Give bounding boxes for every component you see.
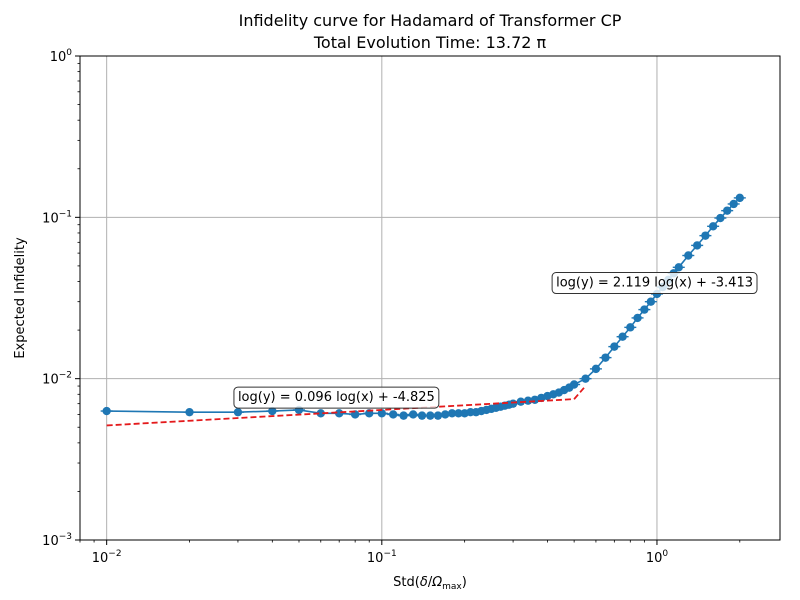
x-axis-label-delta: δ [420,575,428,590]
grid-lines [80,55,780,541]
chart-subtitle: Total Evolution Time: 13.72 π [313,33,547,52]
y-tick-base: 10 [42,373,59,388]
y-tick-exp: −3 [59,532,72,542]
x-axis-label-close: ) [462,575,467,590]
y-tick-label: 10−2 [42,371,72,388]
annotation-box [233,386,440,409]
x-axis-label-omega: Ω [431,575,442,590]
x-tick-label: 10−1 [367,549,397,566]
fit-annotation: log(y) = 2.119 log(x) + -3.413 [551,272,758,295]
fit-annotation: log(y) = 0.096 log(x) + -4.825 [233,386,440,409]
y-tick-label: 10−1 [42,209,72,226]
x-tick-exp: −1 [383,549,396,559]
annotation-layer: log(y) = 0.096 log(x) + -4.825 log(y) = 2… [233,272,758,409]
x-tick-base: 10 [92,551,109,566]
annotation-text: log(y) = 0.096 log(x) + -4.825 [238,390,435,405]
y-tick-exp: 0 [66,48,72,58]
annotation-box [551,272,758,295]
y-tick-exp: −2 [59,371,72,381]
x-tick-base: 10 [646,551,663,566]
x-tick-exp: −2 [108,549,121,559]
y-axis-label: Expected Infidelity [13,237,28,359]
y-tick-label: 10−3 [42,532,72,549]
y-tick-base: 10 [42,534,59,549]
x-tick-base: 10 [367,551,384,566]
x-axis-label-sub: max [442,582,462,592]
x-axis-label: Std(δ/Ωmax) [393,575,467,592]
fit-line [106,398,575,427]
y-tick-base: 10 [42,211,59,226]
x-axis-label-slash: / [428,575,433,590]
fit-line [573,385,587,400]
y-tick-exp: −1 [59,209,72,219]
y-tick-label: 100 [50,48,73,65]
annotation-text: log(y) = 2.119 log(x) + -3.413 [556,276,753,291]
x-tick-exp: 0 [662,549,668,559]
y-tick-base: 10 [50,50,67,65]
chart-title: Infidelity curve for Hadamard of Transfo… [239,11,622,30]
plot-frame [79,55,781,541]
x-tick-label: 10−2 [92,549,122,566]
x-tick-label: 100 [646,549,669,566]
x-axis-label-main: Std( [393,575,420,590]
